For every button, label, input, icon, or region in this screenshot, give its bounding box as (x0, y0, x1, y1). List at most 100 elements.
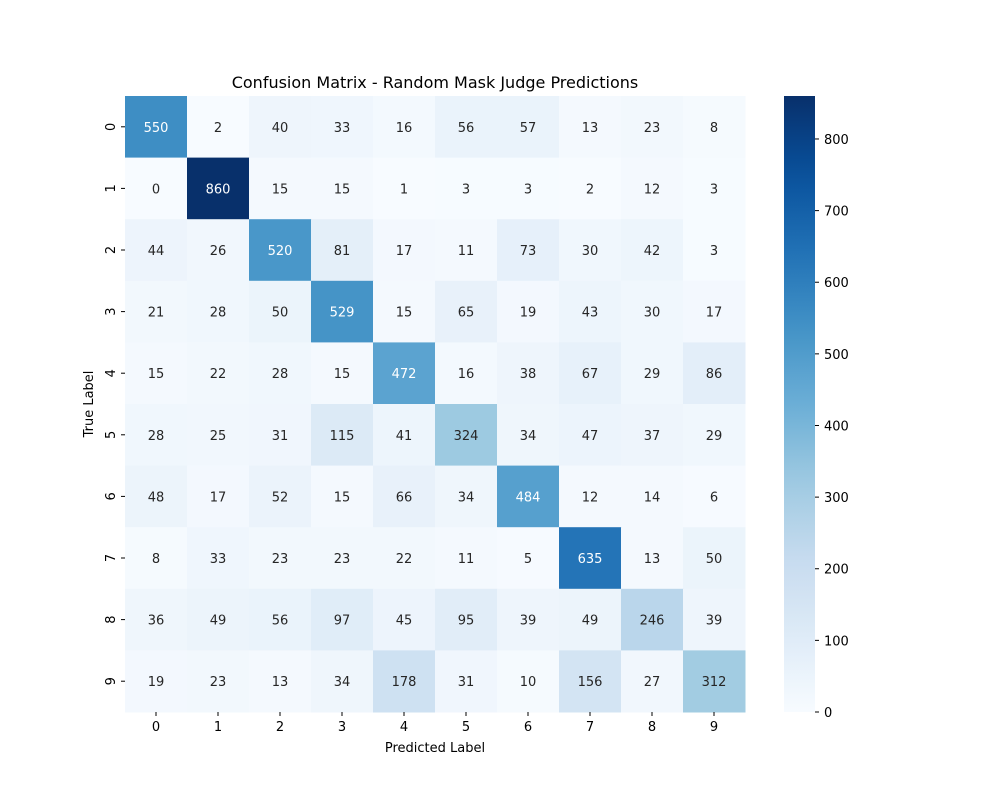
x-tick-label: 1 (214, 720, 222, 735)
cell-value-label: 1 (400, 182, 408, 197)
heatmap-cell (559, 527, 622, 590)
colorbar-tick-label: 0 (824, 706, 832, 721)
heatmap-cell (187, 96, 250, 159)
cell-value-label: 3 (710, 182, 718, 197)
heatmap-cell (683, 588, 746, 651)
cell-value-label: 49 (582, 614, 599, 629)
heatmap-cell (125, 465, 188, 528)
heatmap-cell (435, 465, 498, 528)
cell-value-label: 97 (334, 614, 351, 629)
heatmap-cell (683, 96, 746, 159)
cell-value-label: 11 (458, 244, 475, 259)
cell-value-label: 37 (644, 429, 661, 444)
heatmap-cell (187, 650, 250, 713)
colorbar-tick-label: 700 (824, 205, 849, 220)
y-tick-label: 8 (104, 615, 119, 623)
colorbar-tick-label: 100 (824, 634, 849, 649)
colorbar-ticks: 0 100 200 300 400 500 600 700 800 (815, 133, 849, 721)
heatmap-cell (435, 280, 498, 343)
heatmap-cell (125, 280, 188, 343)
cell-value-label: 31 (272, 429, 289, 444)
heatmap-cell (125, 527, 188, 590)
x-tick-label: 6 (524, 720, 532, 735)
cell-value-label: 17 (396, 244, 413, 259)
x-tick-label: 4 (400, 720, 408, 735)
heatmap-cell (373, 219, 436, 282)
x-tick-label: 7 (586, 720, 594, 735)
cell-value-label: 43 (582, 306, 599, 321)
heatmap-cell (311, 280, 374, 343)
heatmap-cell (497, 157, 560, 220)
cell-value-label: 86 (706, 367, 723, 382)
cell-value-label: 34 (520, 429, 537, 444)
cell-value-label: 2 (586, 182, 594, 197)
heatmap-cell (435, 650, 498, 713)
cell-value-label: 22 (396, 552, 413, 567)
y-tick-label: 1 (104, 184, 119, 192)
cell-value-label: 31 (458, 675, 475, 690)
heatmap-cell (497, 588, 560, 651)
heatmap-cell (683, 465, 746, 528)
heatmap-cell (311, 404, 374, 467)
cell-value-label: 65 (458, 306, 475, 321)
cell-value-label: 27 (644, 675, 661, 690)
cell-value-label: 15 (272, 182, 289, 197)
cell-value-label: 23 (644, 121, 661, 136)
cell-value-label: 36 (148, 614, 165, 629)
y-tick-label: 5 (104, 431, 119, 439)
cell-value-label: 50 (706, 552, 723, 567)
cell-value-label: 57 (520, 121, 537, 136)
cell-value-label: 41 (396, 429, 413, 444)
x-axis-label: Predicted Label (385, 741, 485, 756)
y-axis: 0 1 2 3 4 5 6 7 8 9 (104, 123, 125, 685)
cell-value-label: 15 (334, 367, 351, 382)
cell-value-label: 529 (330, 306, 355, 321)
heatmap-cell (435, 527, 498, 590)
cell-value-label: 66 (396, 490, 413, 505)
cell-value-label: 17 (706, 306, 723, 321)
colorbar-tick-label: 500 (824, 348, 849, 363)
heatmap-cells: 550 2 40 33 16 56 57 13 23 80 860 15 15 1 3 3 2 12 344 26 52… (125, 96, 746, 713)
cell-value-label: 2 (214, 121, 222, 136)
heatmap-cell (311, 588, 374, 651)
heatmap-cell (435, 588, 498, 651)
heatmap-cell (559, 650, 622, 713)
y-tick-label: 4 (104, 369, 119, 377)
heatmap-cell (497, 404, 560, 467)
cell-value-label: 246 (640, 614, 665, 629)
heatmap-cell (249, 342, 312, 405)
cell-value-label: 73 (520, 244, 537, 259)
cell-value-label: 19 (520, 306, 537, 321)
cell-value-label: 14 (644, 490, 661, 505)
heatmap-cell (125, 588, 188, 651)
cell-value-label: 3 (462, 182, 470, 197)
y-tick-label: 7 (104, 554, 119, 562)
cell-value-label: 44 (148, 244, 165, 259)
cell-value-label: 13 (644, 552, 661, 567)
heatmap-cell (683, 219, 746, 282)
x-axis: 0 1 2 3 4 5 6 7 8 9 (152, 712, 718, 735)
cell-value-label: 115 (330, 429, 355, 444)
cell-value-label: 13 (272, 675, 289, 690)
cell-value-label: 324 (454, 429, 479, 444)
heatmap-cell (249, 280, 312, 343)
heatmap-cell (125, 342, 188, 405)
y-tick-label: 9 (104, 677, 119, 685)
cell-value-label: 15 (334, 490, 351, 505)
heatmap-cell (125, 157, 188, 220)
cell-value-label: 40 (272, 121, 289, 136)
heatmap-cell (435, 157, 498, 220)
heatmap-cell (621, 96, 684, 159)
cell-value-label: 8 (152, 552, 160, 567)
cell-value-label: 26 (210, 244, 227, 259)
heatmap-cell (621, 465, 684, 528)
x-tick-label: 5 (462, 720, 470, 735)
heatmap-cell (621, 280, 684, 343)
cell-value-label: 25 (210, 429, 227, 444)
cell-value-label: 42 (644, 244, 661, 259)
cell-value-label: 484 (516, 490, 541, 505)
heatmap-cell (683, 342, 746, 405)
heatmap-cell (435, 342, 498, 405)
cell-value-label: 178 (392, 675, 417, 690)
cell-value-label: 29 (644, 367, 661, 382)
